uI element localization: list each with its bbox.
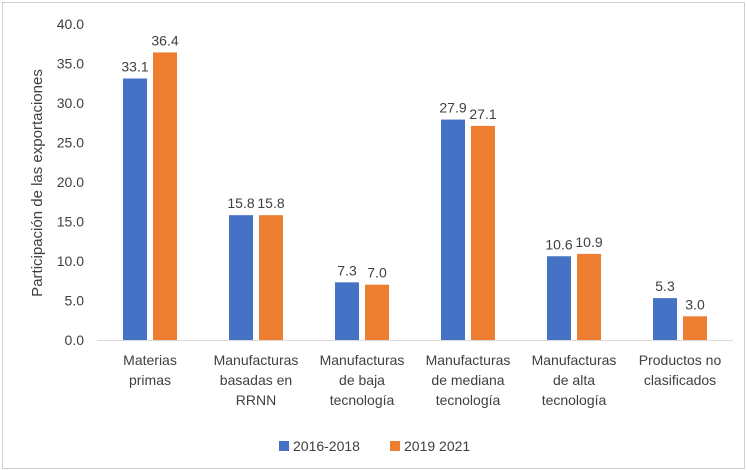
category-label: Manufacturas: [426, 352, 511, 368]
category-label: tecnología: [330, 392, 395, 408]
data-label: 10.6: [545, 236, 572, 252]
category-label: Manufacturas: [320, 352, 405, 368]
bar-2019-2021-5: [683, 316, 707, 340]
category-label: de alta: [553, 372, 595, 388]
y-tick-label: 15.0: [57, 214, 84, 230]
data-label: 7.3: [337, 262, 357, 278]
category-label: RRNN: [236, 392, 276, 408]
category-label: basadas en: [220, 372, 292, 388]
data-label: 36.4: [151, 32, 178, 48]
bar-2019-2021-3: [471, 125, 495, 340]
data-label: 15.8: [227, 195, 254, 211]
category-label: tecnología: [436, 392, 501, 408]
data-label: 27.1: [469, 106, 496, 122]
y-tick-label: 0.0: [65, 332, 85, 348]
bar-2016-2018-0: [123, 78, 147, 340]
data-label: 15.8: [257, 195, 284, 211]
y-axis-title: Participación de las exportaciones: [29, 69, 46, 297]
y-tick-label: 35.0: [57, 56, 84, 72]
y-tick-label: 40.0: [57, 16, 84, 32]
bar-2016-2018-5: [653, 298, 677, 340]
category-label: tecnología: [542, 392, 607, 408]
legend-label: 2019 2021: [404, 438, 470, 454]
legend-swatch: [390, 441, 400, 451]
y-tick-label: 5.0: [65, 293, 85, 309]
y-tick-label: 30.0: [57, 95, 84, 111]
bar-2016-2018-1: [229, 215, 253, 340]
bar-2019-2021-1: [259, 215, 283, 340]
y-tick-label: 10.0: [57, 253, 84, 269]
data-label: 3.0: [685, 296, 705, 312]
category-label: de mediana: [431, 372, 504, 388]
category-label: Productos no: [639, 352, 722, 368]
data-label: 10.9: [575, 234, 602, 250]
data-label: 33.1: [121, 59, 148, 75]
bar-2016-2018-4: [547, 256, 571, 340]
data-label: 5.3: [655, 278, 675, 294]
category-label: Manufacturas: [214, 352, 299, 368]
legend-label: 2016-2018: [293, 438, 360, 454]
y-tick-label: 25.0: [57, 135, 84, 151]
y-tick-label: 20.0: [57, 174, 84, 190]
data-label: 7.0: [367, 265, 387, 281]
bar-2019-2021-2: [365, 284, 389, 340]
category-label: de baja: [339, 372, 385, 388]
legend-swatch: [279, 441, 289, 451]
category-label: Materias: [123, 352, 177, 368]
category-label: Manufacturas: [532, 352, 617, 368]
bar-2016-2018-2: [335, 282, 359, 340]
category-label: clasificados: [644, 372, 716, 388]
bar-2016-2018-3: [441, 119, 465, 340]
bar-2019-2021-4: [577, 253, 601, 340]
data-label: 27.9: [439, 100, 466, 116]
bar-2019-2021-0: [153, 52, 177, 340]
category-label: primas: [129, 372, 171, 388]
